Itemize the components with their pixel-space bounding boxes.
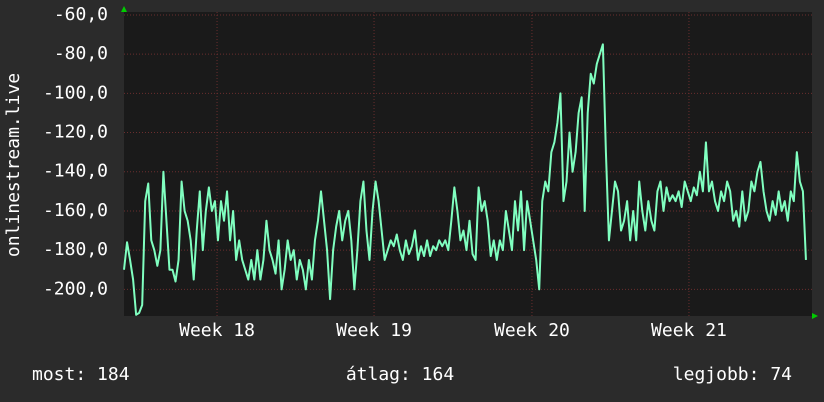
y-tick-label: -60,0	[54, 4, 108, 25]
footer-current: most: 184	[32, 364, 130, 385]
y-axis-label: onlinestream.live	[3, 73, 24, 257]
x-tick-label: Week 20	[494, 320, 570, 341]
y-tick-label: -160,0	[43, 200, 108, 221]
y-tick-label: -80,0	[54, 43, 108, 64]
x-tick-label: Week 21	[651, 320, 727, 341]
y-tick-label: -200,0	[43, 278, 108, 299]
x-tick-label: Week 19	[336, 320, 412, 341]
y-tick-label: -100,0	[43, 82, 108, 103]
series-line	[123, 43, 807, 316]
y-tick-label: -120,0	[43, 122, 108, 143]
y-tick-label: -180,0	[43, 239, 108, 260]
footer-best: legjobb: 74	[673, 364, 792, 385]
plot-area	[124, 12, 812, 316]
axis-arrow	[812, 313, 818, 319]
x-tick-label: Week 18	[179, 320, 255, 341]
axis-arrow	[121, 6, 127, 12]
y-tick-label: -140,0	[43, 161, 108, 182]
footer-average: átlag: 164	[346, 364, 454, 385]
